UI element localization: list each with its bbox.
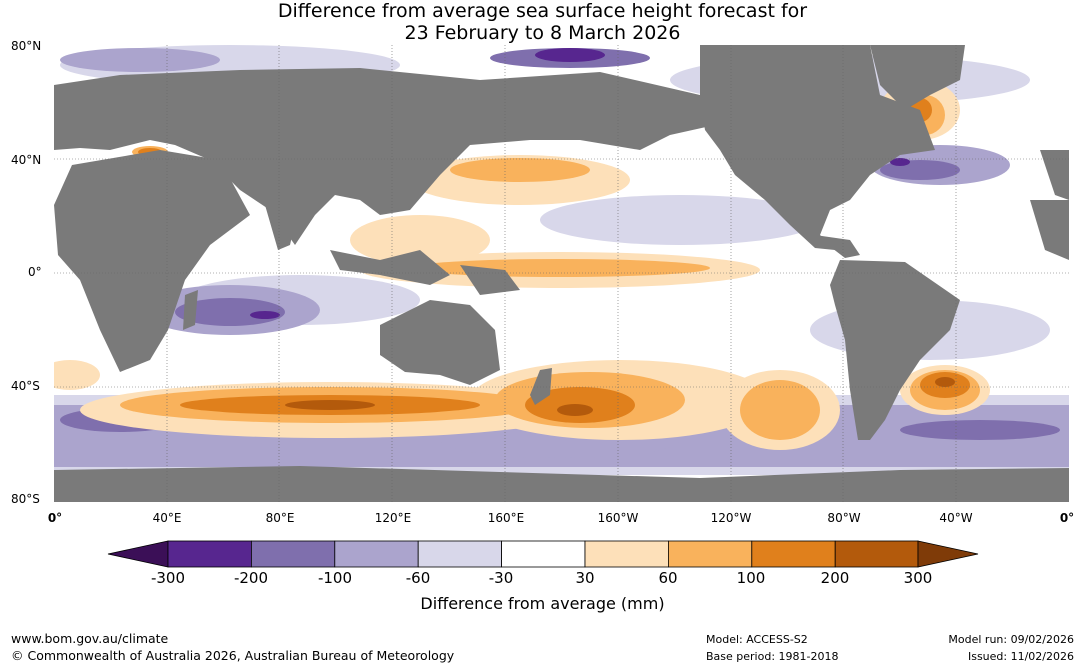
- colorbar-segment: [834, 540, 919, 568]
- footer-issued: Issued: 11/02/2026: [967, 650, 1074, 663]
- footer-copyright: © Commonwealth of Australia 2026, Austra…: [11, 648, 455, 663]
- colorbar-segment: [501, 540, 586, 568]
- lon-label-80w: 80°W: [827, 511, 861, 525]
- colorbar-segment: [751, 540, 836, 568]
- footer-website[interactable]: www.bom.gov.au/climate: [11, 631, 169, 646]
- colorbar-tick: 30: [575, 569, 595, 587]
- colorbar-tick: 60: [658, 569, 678, 587]
- lon-label-40w: 40°W: [939, 511, 973, 525]
- lat-label-80s: 80°S: [11, 492, 40, 506]
- lon-label-0-right: 0°: [1059, 511, 1075, 525]
- colorbar-upper-extend: [917, 540, 979, 568]
- colorbar-tick: 100: [736, 569, 766, 587]
- colorbar-tick: -300: [150, 569, 186, 587]
- lon-label-40e: 40°E: [152, 511, 182, 525]
- graticule: [54, 45, 1069, 502]
- colorbar-segment: [250, 540, 336, 568]
- colorbar-segment: [334, 540, 419, 568]
- colorbar: [107, 540, 979, 568]
- lon-label-120e: 120°E: [374, 511, 412, 525]
- colorbar-title: Difference from average (mm): [420, 594, 665, 613]
- colorbar-tick: -100: [317, 569, 353, 587]
- colorbar-lower-extend: [107, 540, 169, 568]
- land-masses: [54, 45, 1069, 502]
- lon-label-0-left: 0°: [47, 511, 63, 525]
- colorbar-tick: -200: [233, 569, 269, 587]
- colorbar-tick: 300: [903, 569, 933, 587]
- colorbar-segment: [668, 540, 753, 568]
- lon-label-160e: 160°E: [487, 511, 525, 525]
- colorbar-segment: [167, 540, 252, 568]
- anomaly-very-strong-positive: [285, 377, 955, 416]
- lon-label-120w: 120°W: [710, 511, 752, 525]
- lon-label-160w: 160°W: [597, 511, 639, 525]
- lat-label-40s: 40°S: [11, 379, 40, 393]
- anomaly-very-strong-negative: [250, 48, 910, 319]
- map-title-line-2: 23 February to 8 March 2026: [404, 22, 681, 44]
- footer-base-period: Base period: 1981-2018: [706, 650, 839, 663]
- map-title-line-1: Difference from average sea surface heig…: [277, 0, 808, 22]
- colorbar-tick: -60: [405, 569, 431, 587]
- colorbar-segment: [584, 540, 669, 568]
- footer-model: Model: ACCESS-S2: [706, 633, 808, 646]
- lat-label-0: 0°: [28, 265, 42, 279]
- lat-label-40n: 40°N: [11, 153, 42, 167]
- colorbar-tick: -30: [488, 569, 514, 587]
- lon-label-80e: 80°E: [265, 511, 295, 525]
- footer-model-run: Model run: 09/02/2026: [948, 633, 1074, 646]
- lat-label-80n: 80°N: [11, 39, 42, 53]
- colorbar-tick: 200: [820, 569, 850, 587]
- colorbar-segment: [417, 540, 503, 568]
